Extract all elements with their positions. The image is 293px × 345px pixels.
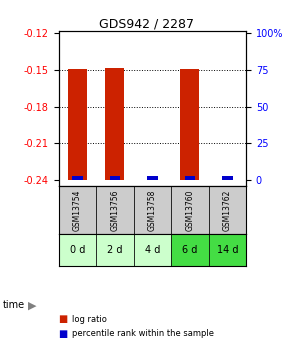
FancyBboxPatch shape (209, 186, 246, 234)
Bar (185, 176, 195, 180)
Text: GDS942 / 2287: GDS942 / 2287 (99, 17, 194, 30)
FancyBboxPatch shape (171, 186, 209, 234)
FancyBboxPatch shape (171, 234, 209, 266)
FancyBboxPatch shape (96, 186, 134, 234)
FancyBboxPatch shape (134, 186, 171, 234)
Text: 0 d: 0 d (70, 245, 85, 255)
Text: ■: ■ (59, 314, 68, 324)
Text: percentile rank within the sample: percentile rank within the sample (72, 329, 214, 338)
Text: 6 d: 6 d (182, 245, 197, 255)
Text: 14 d: 14 d (217, 245, 238, 255)
Text: time: time (3, 300, 25, 310)
Text: GSM13760: GSM13760 (185, 189, 194, 231)
Text: 4 d: 4 d (145, 245, 160, 255)
Bar (222, 176, 233, 180)
Bar (72, 176, 83, 180)
Text: 2 d: 2 d (107, 245, 122, 255)
FancyBboxPatch shape (96, 234, 134, 266)
Text: log ratio: log ratio (72, 315, 107, 324)
Text: ■: ■ (59, 329, 68, 338)
Text: GSM13756: GSM13756 (110, 189, 119, 231)
FancyBboxPatch shape (59, 186, 96, 234)
FancyBboxPatch shape (134, 234, 171, 266)
Bar (68, 69, 87, 180)
Bar (147, 176, 158, 180)
Text: GSM13762: GSM13762 (223, 189, 232, 231)
FancyBboxPatch shape (209, 234, 246, 266)
FancyBboxPatch shape (59, 234, 96, 266)
Text: GSM13754: GSM13754 (73, 189, 82, 231)
Text: GSM13758: GSM13758 (148, 189, 157, 231)
Bar (110, 176, 120, 180)
Bar (105, 68, 124, 180)
Bar (180, 69, 199, 180)
Text: ▶: ▶ (28, 300, 36, 310)
